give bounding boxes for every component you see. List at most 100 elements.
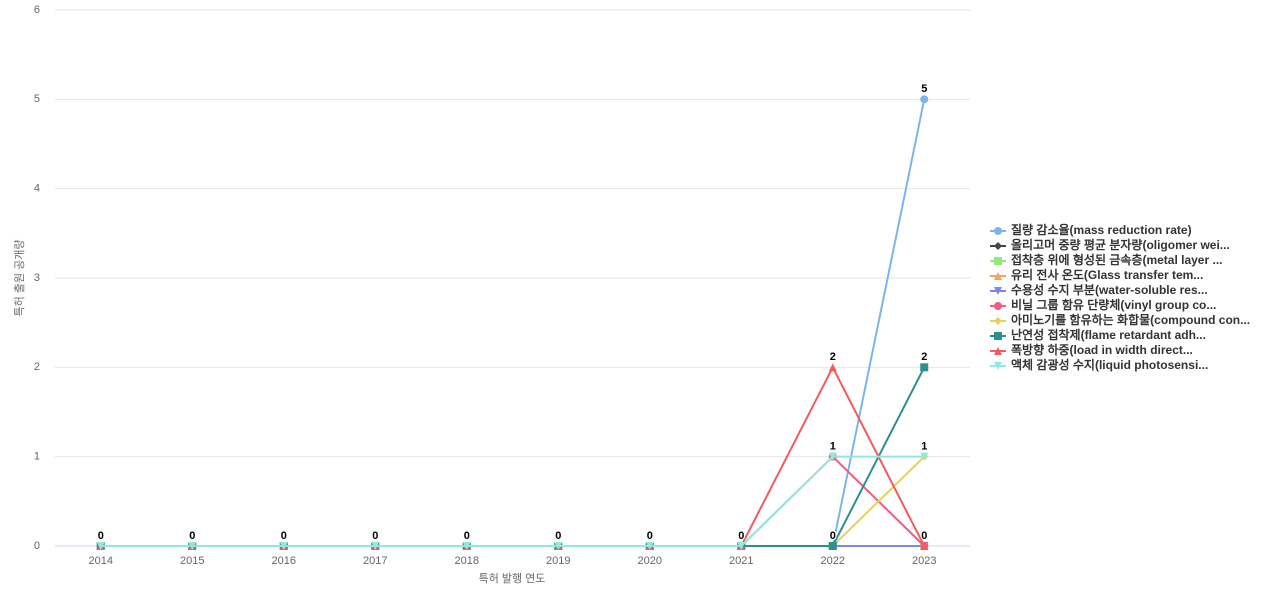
marker [188,542,197,550]
data-label: 0 [555,530,561,542]
legend-item: 질량 감소율(mass reduction rate) [990,222,1192,237]
data-label: 0 [372,530,378,542]
data-label: 0 [830,530,836,542]
data-label: 0 [738,530,744,542]
data-label: 0 [189,530,195,542]
data-label: 0 [281,530,287,542]
data-label: 0 [98,530,104,542]
legend-item: 유리 전사 온도(Glass transfer tem... [990,267,1203,282]
x-tick-label: 2017 [363,555,387,567]
legend-label: 질량 감소율(mass reduction rate) [1011,222,1192,237]
data-label: 0 [830,530,836,542]
legend-item: 폭방향 하중(load in width direct... [990,342,1193,357]
legend-item: 난연성 접착제(flame retardant adh... [990,327,1206,342]
data-label: 0 [281,530,287,542]
legend-item: 접착층 위에 형성된 금속층(metal layer ... [990,252,1222,267]
legend-marker [994,347,1002,355]
data-label: 0 [738,530,744,542]
data-label: 0 [281,530,287,542]
legend-marker [994,257,1002,265]
data-label: 1 [830,441,836,453]
data-label: 0 [830,530,836,542]
data-label: 0 [189,530,195,542]
legend-item: 아미노기를 함유하는 화합물(compound con... [990,312,1250,327]
data-label: 0 [921,530,927,542]
legend-item: 수용성 수지 부분(water-soluble res... [990,282,1208,297]
x-tick-label: 2014 [89,555,113,567]
data-label: 5 [921,83,927,95]
data-label: 0 [98,530,104,542]
data-label: 0 [372,530,378,542]
data-label: 0 [372,530,378,542]
series [96,452,929,550]
marker [920,363,929,372]
data-label: 0 [189,530,195,542]
series-line [100,455,925,547]
data-label: 0 [464,530,470,542]
x-tick-label: 2023 [912,555,936,567]
legend-marker [994,302,1002,310]
data-label: 0 [830,530,836,542]
data-label: 0 [647,530,653,542]
data-label: 0 [738,530,744,542]
data-label: 0 [738,530,744,542]
legend-label: 난연성 접착제(flame retardant adh... [1011,327,1206,342]
series [96,452,929,550]
data-label: 0 [555,530,561,542]
legend-item: 비닐 그룹 함유 단량체(vinyl group co... [990,297,1216,312]
x-tick-label: 2021 [729,555,753,567]
data-label: 0 [647,530,653,542]
legend-marker [994,332,1002,340]
data-label: 0 [555,530,561,542]
data-label: 0 [464,530,470,542]
x-tick-label: 2015 [180,555,204,567]
data-label: 1 [921,441,927,453]
data-label: 0 [464,530,470,542]
data-label: 0 [372,530,378,542]
marker [920,95,929,104]
data-label: 0 [921,530,927,542]
data-label: 0 [189,530,195,542]
data-label: 0 [189,530,195,542]
data-label: 0 [281,530,287,542]
legend-marker [994,317,1002,325]
marker [828,452,837,461]
data-label: 0 [189,530,195,542]
data-label: 0 [189,530,195,542]
data-label: 0 [281,530,287,542]
legend-marker [994,242,1002,250]
legend-item: 액체 감광성 수지(liquid photosensi... [990,357,1208,372]
data-label: 0 [281,530,287,542]
series-line [100,99,926,547]
x-tick-label: 2018 [455,555,479,567]
data-label: 0 [555,530,561,542]
legend-label: 수용성 수지 부분(water-soluble res... [1011,282,1208,297]
marker [645,542,654,550]
marker [462,542,471,550]
data-label: 0 [98,530,104,542]
data-label: 0 [738,530,744,542]
legend-marker [994,362,1002,370]
data-label: 0 [98,530,104,542]
data-label: 0 [555,530,561,542]
data-label: 0 [372,530,378,542]
data-label: 0 [647,530,653,542]
data-label: 0 [555,530,561,542]
series-line [100,455,925,547]
data-label: 0 [464,530,470,542]
data-label: 0 [555,530,561,542]
data-label: 0 [555,530,561,542]
data-label: 0 [189,530,195,542]
data-label: 0 [189,530,195,542]
data-label: 0 [921,530,927,542]
data-label: 0 [372,530,378,542]
legend-marker [994,227,1002,235]
y-axis-title: 특허 출원 공개량 [13,240,26,317]
data-label: 0 [281,530,287,542]
data-label: 0 [464,530,470,542]
series-line [100,455,925,547]
data-label: 0 [98,530,104,542]
data-label: 0 [464,530,470,542]
x-tick-label: 2019 [546,555,570,567]
